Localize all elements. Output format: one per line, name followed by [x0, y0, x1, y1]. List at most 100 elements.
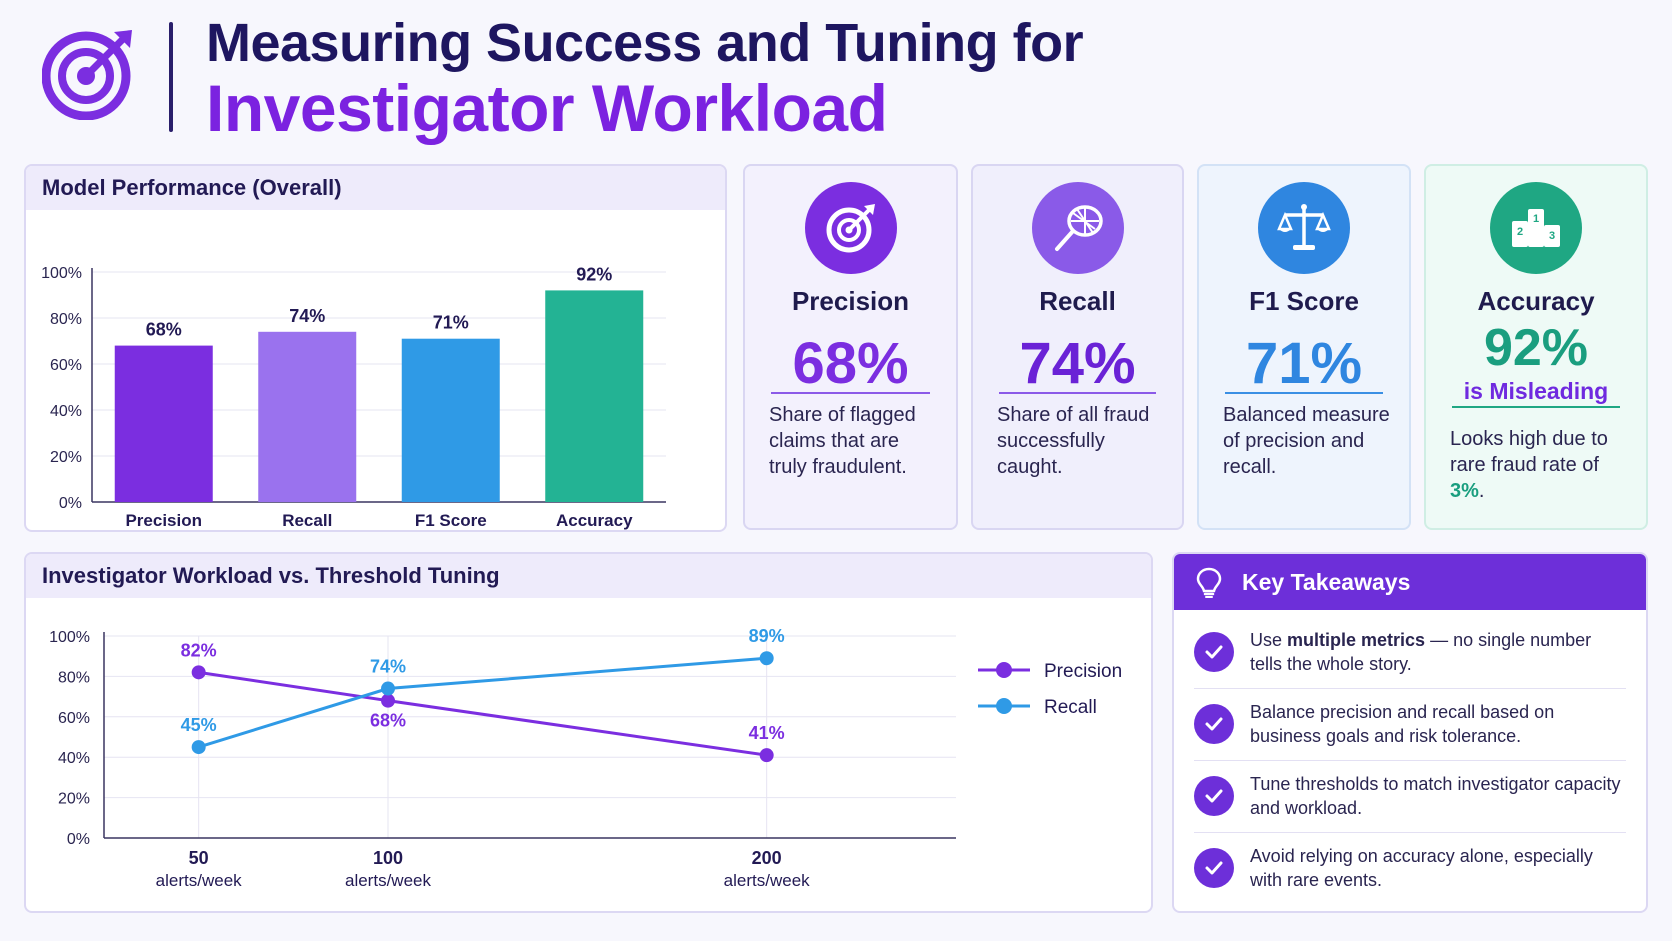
accuracy-card-subtitle: is Misleading [1463, 378, 1609, 404]
f1-card-value: 71% [1245, 331, 1363, 396]
key-takeaways-title: Key Takeaways [1242, 568, 1411, 595]
legend-marker-recall [996, 698, 1012, 714]
svg-text:1: 1 [1533, 213, 1539, 225]
series-point-precision [759, 748, 774, 763]
line-ytick-label: 80% [58, 669, 90, 686]
svg-text:3: 3 [1549, 230, 1555, 242]
line-ytick-label: 40% [58, 750, 90, 767]
scales-icon [1258, 182, 1350, 274]
series-line-precision [198, 670, 767, 757]
takeaway-text: Use multiple metrics — no single number … [1250, 630, 1592, 674]
recall-card-rule [999, 392, 1156, 394]
check-icon [1194, 848, 1234, 888]
bar-category-label: F1 Score [415, 511, 487, 530]
recall-card: Recall 74% Share of all fraud successful… [971, 164, 1184, 530]
bar-accuracy [545, 290, 644, 502]
takeaway-item: Use multiple metrics — no single number … [1194, 616, 1626, 688]
bar-ytick-label: 100% [41, 265, 82, 282]
line-ytick-label: 20% [58, 791, 90, 808]
bar-ytick-label: 20% [50, 449, 82, 466]
line-ytick-label: 0% [67, 831, 90, 848]
series-value-label: 82% [181, 640, 217, 660]
bar-category-label: Precision [125, 511, 202, 530]
series-point-recall [381, 681, 395, 696]
target-arrow-icon [42, 30, 132, 120]
bar-ytick-label: 40% [50, 403, 82, 420]
page-title-line1: Measuring Success and Tuning for [206, 13, 1084, 73]
accuracy-card-rule [1452, 406, 1620, 408]
line-ytick-label: 60% [58, 710, 90, 727]
series-line-recall [198, 656, 767, 749]
model-performance-title: Model Performance (Overall) [26, 166, 725, 210]
bar-value-label: 92% [576, 264, 612, 284]
series-value-label: 45% [181, 715, 217, 735]
precision-card-rule [771, 392, 930, 394]
model-performance-panel: Model Performance (Overall) 0% 20% 40% 60% 8… [24, 164, 727, 532]
series-point-recall [191, 740, 206, 755]
target-icon [804, 182, 897, 274]
series-value-label: 41% [749, 723, 785, 743]
legend-label-precision: Precision [1044, 661, 1122, 682]
line-xtick-unit: alerts/week [345, 871, 431, 890]
check-icon [1194, 704, 1234, 744]
precision-card-value: 68% [792, 331, 909, 396]
svg-text:2: 2 [1517, 226, 1523, 238]
page-header: Measuring Success and Tuning for Investi… [40, 10, 1140, 145]
accuracy-card-description: Looks high due to rare fraud rate of 3%. [1450, 428, 1608, 502]
bar-value-label: 71% [433, 313, 469, 333]
takeaway-text: Balance precision and recall based on bu… [1250, 702, 1555, 746]
legend-label-recall: Recall [1044, 697, 1097, 718]
series-point-precision [381, 693, 395, 708]
takeaway-text: Tune thresholds to match investigator ca… [1250, 774, 1621, 818]
takeaway-text: Avoid relying on accuracy alone, especia… [1250, 846, 1593, 890]
f1-card: F1 Score 71% Balanced measure of precisi… [1197, 164, 1411, 530]
bar-value-label: 74% [289, 306, 325, 326]
accuracy-card-value: 92% [1483, 319, 1589, 377]
key-takeaways-header: Key Takeaways [1174, 554, 1646, 610]
line-xtick-unit: alerts/week [156, 871, 242, 890]
recall-card-description: Share of all fraud successfully caught. [997, 404, 1150, 478]
line-ytick-label: 100% [49, 629, 90, 646]
series-point-precision [191, 665, 206, 680]
bar-category-label: Accuracy [556, 511, 633, 530]
bar-ytick-label: 80% [50, 311, 82, 328]
series-value-label: 68% [370, 711, 406, 731]
f1-card-title: F1 Score [1249, 286, 1359, 316]
check-icon [1194, 776, 1234, 816]
f1-card-rule [1225, 392, 1383, 394]
line-xtick-value: 50 [189, 848, 209, 868]
line-xtick-unit: alerts/week [724, 871, 810, 890]
key-takeaways-panel: Key Takeaways Use multiple metrics — no … [1172, 552, 1648, 913]
takeaway-divider [1194, 760, 1626, 761]
precision-card-description: Share of flagged claims that are truly f… [769, 404, 916, 478]
header-divider [169, 22, 173, 132]
page-title-line2: Investigator Workload [206, 71, 888, 145]
series-value-label: 74% [370, 657, 406, 677]
takeaway-item: Balance precision and recall based on bu… [1194, 688, 1626, 760]
precision-card: Precision 68% Share of flagged claims th… [743, 164, 958, 530]
performance-bar-chart: 0% 20% 40% 60% 80% 100% 68% Precision 74% Recall 7… [41, 264, 666, 530]
takeaway-item: Avoid relying on accuracy alone, especia… [1194, 832, 1626, 904]
takeaway-item: Tune thresholds to match investigator ca… [1194, 760, 1626, 832]
recall-card-value: 74% [1019, 331, 1136, 396]
takeaway-divider [1194, 688, 1626, 689]
line-xtick-value: 100 [373, 848, 403, 868]
precision-card-title: Precision [791, 286, 910, 316]
check-icon [1194, 632, 1234, 672]
takeaway-divider [1194, 832, 1626, 833]
workload-title: Investigator Workload vs. Threshold Tuni… [26, 554, 1151, 598]
line-xtick-value: 200 [752, 848, 782, 868]
accuracy-card-title: Accuracy [1477, 286, 1595, 316]
bar-precision [114, 345, 213, 502]
bar-ytick-label: 0% [59, 495, 82, 512]
series-point-recall [759, 651, 774, 666]
bar-f1-score [401, 338, 500, 502]
f1-card-description: Balanced measure of precision and recall… [1223, 404, 1390, 478]
lightbulb-icon [1196, 567, 1222, 598]
recall-card-title: Recall [1039, 286, 1116, 316]
bar-value-label: 68% [146, 320, 182, 340]
workload-line-chart: 0% 20% 40% 60% 80% 100% 50 alerts/week 100 alerts… [49, 626, 1122, 890]
bar-recall [258, 331, 357, 502]
